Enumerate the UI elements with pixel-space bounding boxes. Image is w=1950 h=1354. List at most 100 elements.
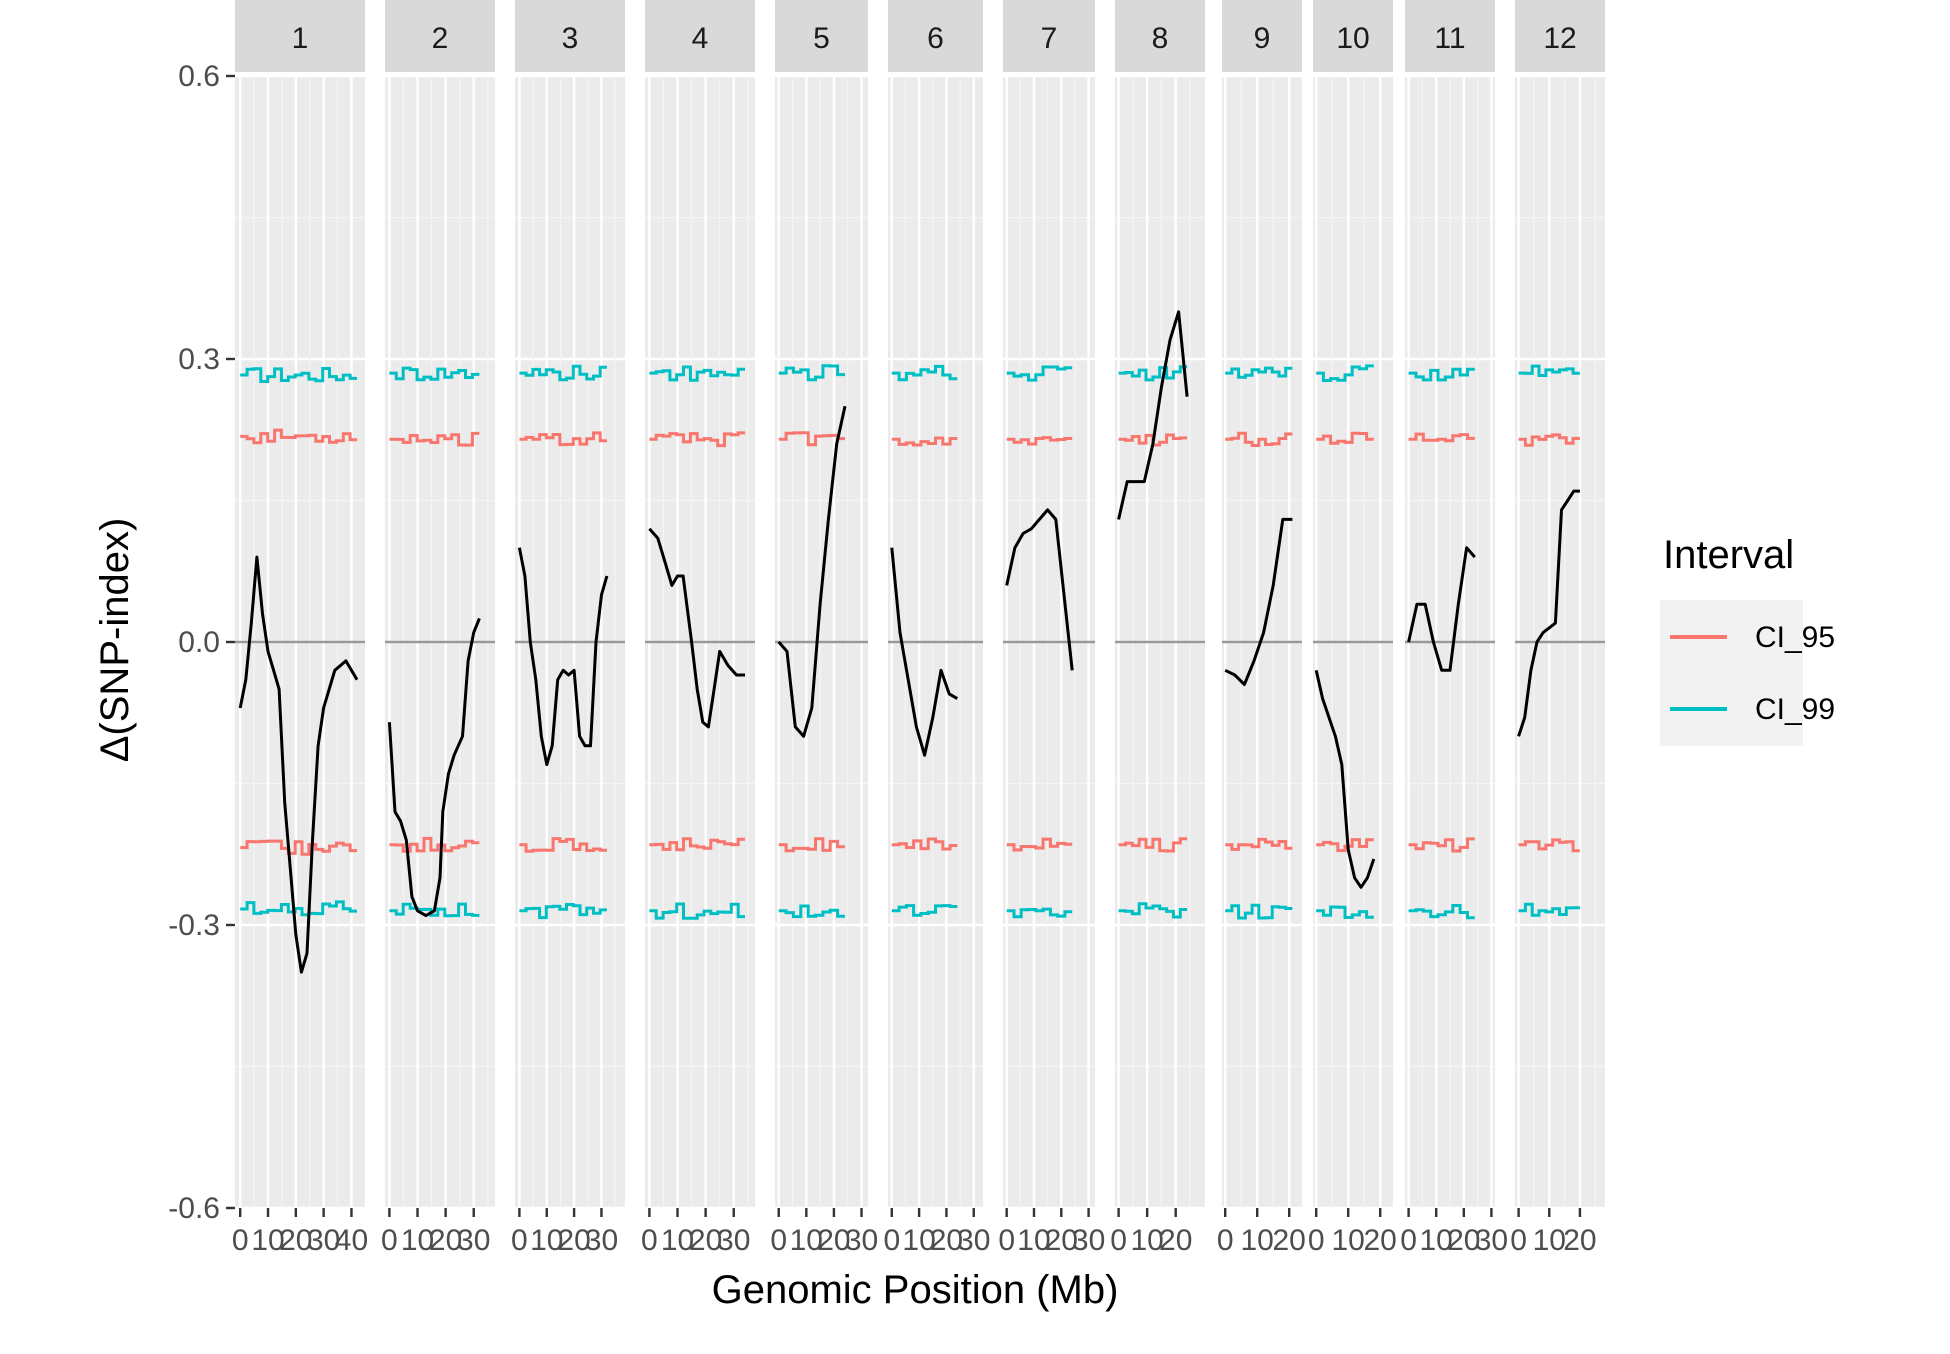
x-tick-label: 10 <box>1017 1224 1050 1257</box>
ci99-lower-line <box>519 903 607 920</box>
ci99-upper-line <box>1316 364 1374 382</box>
ci99-upper-line <box>778 364 845 382</box>
ci95-lower-line <box>891 837 958 851</box>
legend-title: Interval <box>1663 533 1794 577</box>
x-tick-label: 20 <box>930 1224 963 1257</box>
ci99-lower-line <box>778 904 845 919</box>
x-tick-label: 10 <box>1420 1224 1453 1257</box>
x-tick-label: 20 <box>557 1224 590 1257</box>
ci95-lower-line <box>519 837 607 853</box>
facet-strip-label: 12 <box>1543 22 1576 55</box>
delta-snp-index-line <box>1224 517 1293 686</box>
facet-strip <box>515 0 625 72</box>
ci95-lower-line <box>649 837 745 852</box>
x-tick-label: 20 <box>1159 1224 1192 1257</box>
x-tick-label: 0 <box>1308 1224 1325 1257</box>
x-tick-label: 30 <box>585 1224 618 1257</box>
legend: Interval CI_95 CI_99 <box>1660 533 1835 746</box>
x-tick-label: 10 <box>1332 1224 1365 1257</box>
x-tick-label: 30 <box>1072 1224 1105 1257</box>
ci99-lower-line <box>1118 902 1188 919</box>
x-tick-label: 10 <box>251 1224 284 1257</box>
ci99-lower-line <box>389 902 480 918</box>
facet-strip <box>1003 0 1095 72</box>
ci95-lower-line <box>389 836 480 853</box>
x-tick-label: 10 <box>1130 1224 1163 1257</box>
facet-strip-label: 3 <box>562 22 579 55</box>
delta-snp-index-line <box>1117 310 1189 520</box>
x-tick-label: 30 <box>457 1224 490 1257</box>
x-tick-label: 0 <box>1400 1224 1417 1257</box>
ci99-lower-line <box>649 902 745 920</box>
facet-strip-label: 5 <box>813 22 830 55</box>
facet-strip-label: 10 <box>1336 22 1369 55</box>
delta-snp-index-line <box>387 617 481 918</box>
delta-snp-index-line <box>1517 489 1580 737</box>
y-axis: -0.6 -0.3 0.0 0.3 0.6 <box>168 60 235 1225</box>
x-tick-label: 0 <box>1110 1224 1127 1257</box>
x-tick-label: 10 <box>401 1224 434 1257</box>
delta-snp-index-line <box>890 547 959 757</box>
x-tick-label: 10 <box>1241 1224 1274 1257</box>
x-tick-label: 0 <box>641 1224 658 1257</box>
facet-strip <box>385 0 495 72</box>
ci99-upper-line <box>240 367 357 383</box>
facet-strip <box>645 0 755 72</box>
ci95-upper-line <box>778 431 845 447</box>
delta-snp-index-line <box>648 527 745 729</box>
x-tick-label: 0 <box>1510 1224 1527 1257</box>
ci99-upper-line <box>1225 366 1293 379</box>
facet-strip <box>235 0 365 72</box>
ci95-lower-line <box>778 837 845 853</box>
facet-strip <box>1405 0 1495 72</box>
facet-strip <box>1115 0 1205 72</box>
ci95-lower-line <box>1006 837 1073 852</box>
ci99-upper-line <box>1006 365 1073 382</box>
ci95-lower-line <box>240 839 357 856</box>
x-tick-label: 20 <box>429 1224 462 1257</box>
x-tick-label: 0 <box>511 1224 528 1257</box>
ci95-upper-line <box>1006 436 1073 446</box>
x-tick-label: 20 <box>1045 1224 1078 1257</box>
y-tick-label: 0.6 <box>178 60 220 93</box>
ci95-upper-line <box>1408 432 1475 443</box>
delta-snp-index-line <box>1407 546 1476 672</box>
x-tick-label: 0 <box>998 1224 1015 1257</box>
facet-strip-label: 11 <box>1434 22 1465 55</box>
facet-strip-label: 7 <box>1041 22 1058 55</box>
ci99-lower-line <box>1006 907 1073 919</box>
x-tick-label: 40 <box>335 1224 368 1257</box>
ci95-lower-line <box>1518 838 1580 853</box>
x-tick-label: 10 <box>661 1224 694 1257</box>
x-tick-label: 20 <box>817 1224 850 1257</box>
x-tick-label: 10 <box>902 1224 935 1257</box>
facet-strip <box>775 0 868 72</box>
x-tick-label: 20 <box>1273 1224 1306 1257</box>
y-tick-label: -0.3 <box>168 909 220 942</box>
ci95-lower-line <box>1316 838 1374 853</box>
x-tick-label: 10 <box>530 1224 563 1257</box>
ci95-lower-line <box>1408 837 1475 853</box>
facet-strip <box>888 0 983 72</box>
x-tick-label: 20 <box>1563 1224 1596 1257</box>
y-tick-label: -0.6 <box>168 1192 220 1225</box>
facet-strip <box>1515 0 1605 72</box>
legend-key-background <box>1660 600 1803 746</box>
facet-strip <box>1313 0 1393 72</box>
x-tick-label: 0 <box>1217 1224 1234 1257</box>
ci99-upper-line <box>891 364 958 382</box>
delta-snp-index-line <box>1005 508 1074 671</box>
delta-snp-index-line <box>777 405 847 738</box>
facet-strip-label: 6 <box>927 22 944 55</box>
ci99-lower-line <box>1518 902 1580 917</box>
